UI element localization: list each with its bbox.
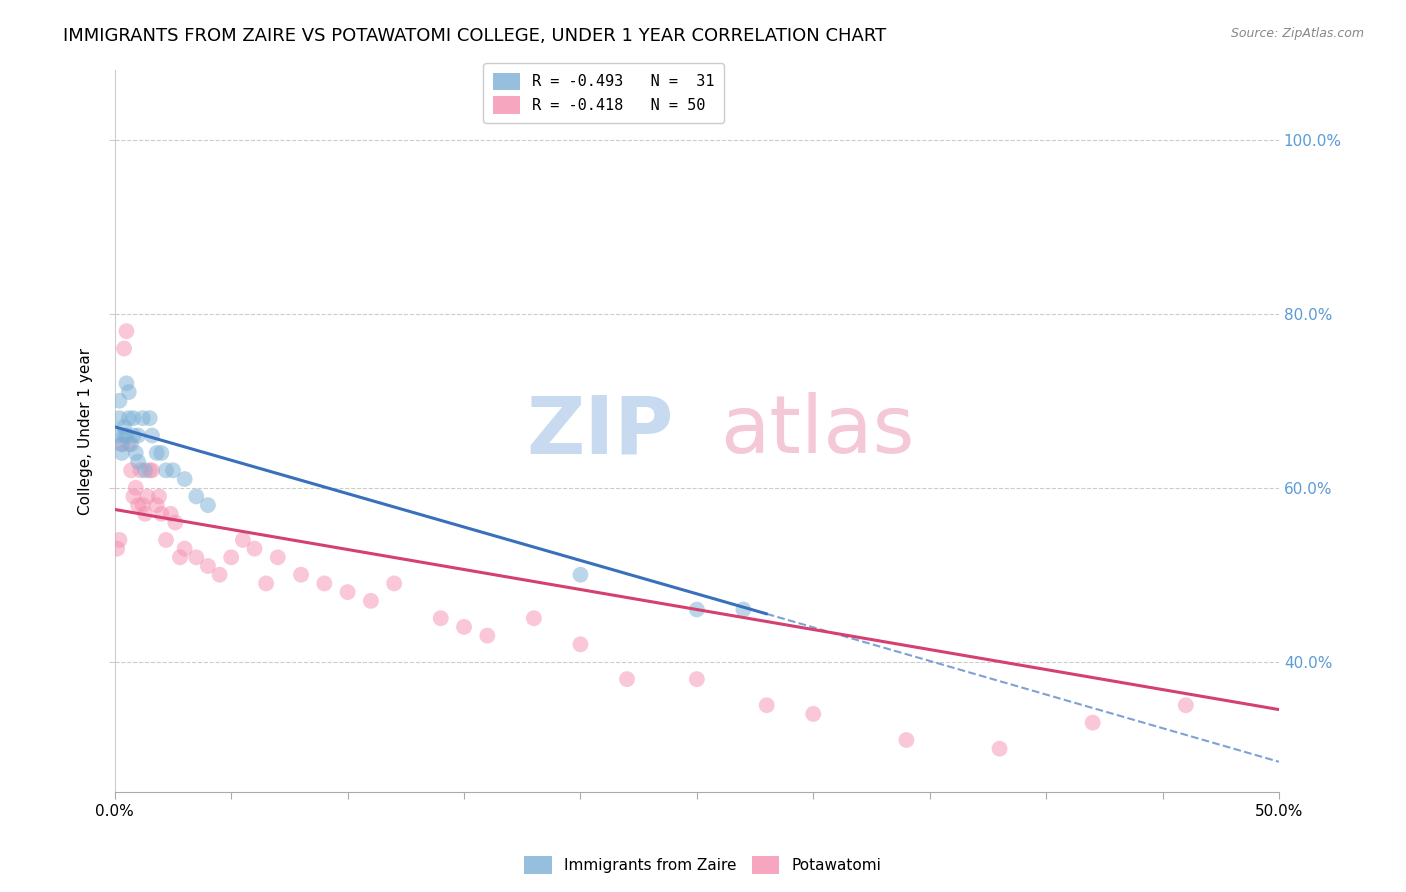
Point (118, 437, 141, 451)
Point (686, 602, 709, 616)
Point (208, 567, 231, 582)
Text: IMMIGRANTS FROM ZAIRE VS POTAWATOMI COLLEGE, UNDER 1 YEAR CORRELATION CHART: IMMIGRANTS FROM ZAIRE VS POTAWATOMI COLL… (63, 27, 887, 45)
Point (127, 498, 149, 512)
Point (733, 602, 755, 616)
Point (108, 533, 131, 547)
Text: ZIP: ZIP (526, 392, 673, 470)
Point (115, 428, 138, 442)
Point (686, 672, 709, 686)
Point (219, 550, 242, 565)
Point (267, 550, 290, 565)
Point (801, 706, 824, 721)
Point (115, 324, 138, 338)
Point (155, 533, 177, 547)
Point (429, 611, 451, 625)
Point (173, 541, 195, 556)
Point (150, 507, 173, 521)
Point (162, 463, 184, 477)
Point (136, 490, 159, 504)
Point (616, 672, 638, 686)
Point (120, 463, 142, 477)
Point (453, 620, 475, 634)
Point (134, 507, 156, 521)
Point (232, 533, 254, 547)
Point (125, 446, 148, 460)
Point (290, 567, 312, 582)
Point (243, 541, 266, 556)
Point (141, 428, 163, 442)
Point (134, 463, 156, 477)
Legend: R = -0.493   N =  31, R = -0.418   N = 50: R = -0.493 N = 31, R = -0.418 N = 50 (484, 63, 724, 123)
Point (118, 385, 141, 400)
Point (108, 393, 131, 408)
Point (132, 411, 155, 425)
Point (477, 629, 499, 643)
Point (360, 594, 382, 608)
Point (138, 463, 160, 477)
Point (755, 698, 778, 713)
Point (159, 507, 181, 521)
Point (129, 463, 152, 477)
Point (122, 411, 145, 425)
Point (1174, 698, 1197, 713)
Point (988, 741, 1011, 756)
Point (127, 455, 149, 469)
Point (111, 446, 134, 460)
Point (314, 576, 336, 591)
Point (111, 437, 134, 451)
Point (896, 733, 918, 747)
Point (125, 481, 148, 495)
Point (523, 611, 546, 625)
Y-axis label: College, Under 1 year: College, Under 1 year (79, 348, 93, 515)
Point (145, 498, 167, 512)
Point (197, 498, 219, 512)
Point (120, 437, 142, 451)
Point (165, 516, 187, 530)
Point (569, 637, 592, 651)
Point (132, 498, 155, 512)
Legend: Immigrants from Zaire, Potawatomi: Immigrants from Zaire, Potawatomi (519, 850, 887, 880)
Point (1081, 715, 1104, 730)
Point (141, 463, 163, 477)
Point (108, 411, 131, 425)
Point (148, 490, 170, 504)
Point (150, 446, 173, 460)
Point (112, 428, 135, 442)
Point (122, 428, 145, 442)
Point (111, 437, 134, 451)
Text: Source: ZipAtlas.com: Source: ZipAtlas.com (1230, 27, 1364, 40)
Point (122, 490, 145, 504)
Point (186, 490, 208, 504)
Point (145, 446, 167, 460)
Point (118, 411, 141, 425)
Point (112, 420, 135, 434)
Point (197, 559, 219, 574)
Point (186, 550, 208, 565)
Point (155, 463, 177, 477)
Text: atlas: atlas (720, 392, 914, 470)
Point (254, 576, 277, 591)
Point (127, 428, 149, 442)
Point (382, 576, 405, 591)
Point (105, 428, 128, 442)
Point (173, 472, 195, 486)
Point (336, 585, 359, 599)
Point (138, 411, 160, 425)
Point (115, 376, 138, 391)
Point (105, 541, 128, 556)
Point (112, 342, 135, 356)
Point (169, 550, 191, 565)
Point (569, 567, 592, 582)
